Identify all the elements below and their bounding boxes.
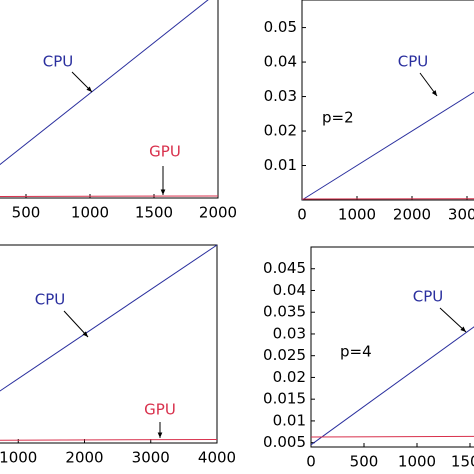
arrow — [439, 307, 467, 333]
panel: 0 500 1000 1500 0.005 0.01 0.015 0.02 0.025 0.03 0… — [263, 246, 474, 471]
x-tick-label: 1000 — [0, 449, 37, 467]
x-tick-label: 2000 — [65, 449, 103, 467]
x-tick-label: 1000 — [398, 453, 436, 471]
series-label: CPU — [43, 53, 74, 71]
y-tick-label: 0.04 — [273, 281, 306, 299]
y-tick-label: 0.03 — [264, 87, 297, 105]
series-line — [0, 195, 219, 198]
arrow-head — [431, 90, 437, 96]
plot-frame — [0, 244, 218, 444]
y-tick-label: 0.015 — [263, 390, 306, 408]
panel: 0 1000 2000 3000 0.01 0.02 0.03 0.04 0.05 CPU p=2 — [264, 0, 474, 224]
y-tick-label: 0.02 — [264, 122, 297, 140]
series-line — [310, 435, 474, 438]
y-tick-label: 0.03 — [273, 324, 306, 342]
series-line — [301, 91, 474, 201]
annotation: p=2 — [322, 109, 354, 127]
y-tick-label: 0.01 — [264, 156, 297, 174]
plot-frame — [0, 0, 219, 199]
series-line — [0, 244, 218, 392]
x-tick-label: 1000 — [71, 204, 109, 222]
x-tick-label: 1500 — [451, 453, 474, 471]
x-tick-label: 2000 — [393, 206, 431, 224]
x-tick-label: 500 — [12, 204, 41, 222]
y-tick-label: 0.035 — [263, 303, 306, 321]
panel: 500 1000 1500 2000 CPU GPU — [0, 0, 237, 222]
arrow — [63, 310, 89, 338]
x-tick-label: 2000 — [199, 204, 237, 222]
x-tick-label: 3000 — [448, 206, 474, 224]
x-tick-label: 0 — [306, 453, 316, 471]
series-label: CPU — [413, 288, 444, 306]
series-line — [0, 438, 218, 441]
series-line — [0, 0, 209, 166]
series-line — [310, 326, 474, 446]
series-label: CPU — [35, 291, 66, 309]
plot-frame — [301, 0, 474, 201]
arrow-head — [460, 326, 466, 332]
x-tick-label: 3000 — [132, 449, 170, 467]
arrow-head — [157, 432, 163, 438]
plot-frame — [310, 246, 474, 448]
y-tick-label: 0.005 — [263, 433, 306, 451]
x-tick-label: 4000 — [198, 449, 236, 467]
series-label: GPU — [144, 401, 176, 419]
x-tick-label: 500 — [350, 453, 379, 471]
y-tick-label: 0.01 — [273, 411, 306, 429]
x-tick-label: 1500 — [135, 204, 173, 222]
arrow-head — [86, 86, 92, 92]
annotation: p=4 — [340, 343, 372, 361]
panel: 1000 2000 3000 4000 CPU GPU — [0, 244, 236, 467]
y-tick-label: 0.045 — [263, 259, 306, 277]
arrow-head — [82, 331, 88, 337]
y-tick-label: 0.025 — [263, 346, 306, 364]
y-tick-label: 0.05 — [264, 18, 297, 36]
series-label: CPU — [398, 53, 429, 71]
x-tick-label: 0 — [297, 206, 307, 224]
x-tick-label: 1000 — [338, 206, 376, 224]
y-tick-label: 0.04 — [264, 53, 297, 71]
arrow-head — [160, 189, 166, 195]
series-label: GPU — [149, 143, 181, 161]
y-tick-label: 0.02 — [273, 368, 306, 386]
